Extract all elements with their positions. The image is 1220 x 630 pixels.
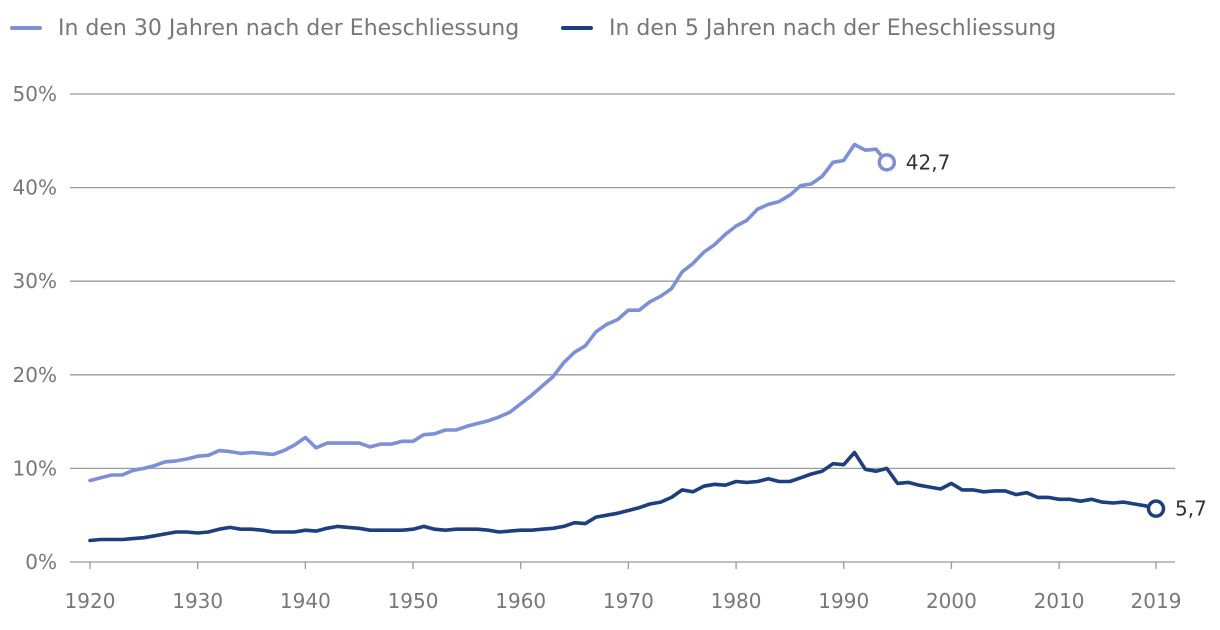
x-tick-label: 2019 (1131, 589, 1182, 613)
x-tick-label: 1990 (818, 589, 869, 613)
y-tick-label: 40% (13, 176, 57, 200)
legend-item-series-1[interactable]: In den 30 Jahren nach der Eheschliessung (10, 16, 519, 41)
x-tick-label: 1960 (495, 589, 546, 613)
series-lines (88, 142, 1158, 543)
y-tick-label: 30% (13, 269, 57, 293)
x-tick-label: 2000 (926, 589, 977, 613)
y-axis-ticks: 0% 10% 20% 30% 40% 50% (13, 82, 57, 574)
legend-item-series-2[interactable]: In den 5 Jahren nach der Eheschliessung (561, 16, 1056, 41)
end-markers: 42,7 5,7 (877, 150, 1207, 521)
end-label-series-1: 42,7 (906, 150, 951, 174)
x-axis: 1920 1930 1940 1950 1960 1970 1980 1990 2000 2010… (65, 562, 1182, 613)
x-tick-label: 1970 (603, 589, 654, 613)
end-label-series-2: 5,7 (1175, 497, 1207, 521)
y-tick-label: 50% (13, 82, 57, 106)
legend: In den 30 Jahren nach der Eheschliessung… (10, 16, 1056, 41)
x-tick-label: 1940 (280, 589, 331, 613)
x-tick-label: 1980 (711, 589, 762, 613)
end-marker-series-2[interactable] (1146, 499, 1166, 518)
x-tick-label: 2010 (1034, 589, 1085, 613)
series-line-2 (88, 450, 1158, 543)
y-tick-label: 0% (25, 550, 57, 574)
y-tick-label: 20% (13, 363, 57, 387)
gridlines (70, 93, 1175, 563)
x-tick-label: 1920 (65, 589, 116, 613)
x-tick-label: 1930 (172, 589, 223, 613)
y-tick-label: 10% (13, 456, 57, 480)
end-marker-series-1[interactable] (877, 153, 897, 172)
x-tick-label: 1950 (388, 589, 439, 613)
series-line-1 (88, 142, 889, 483)
legend-label-series-1: In den 30 Jahren nach der Eheschliessung (58, 16, 519, 41)
legend-label-series-2: In den 5 Jahren nach der Eheschliessung (609, 16, 1056, 41)
